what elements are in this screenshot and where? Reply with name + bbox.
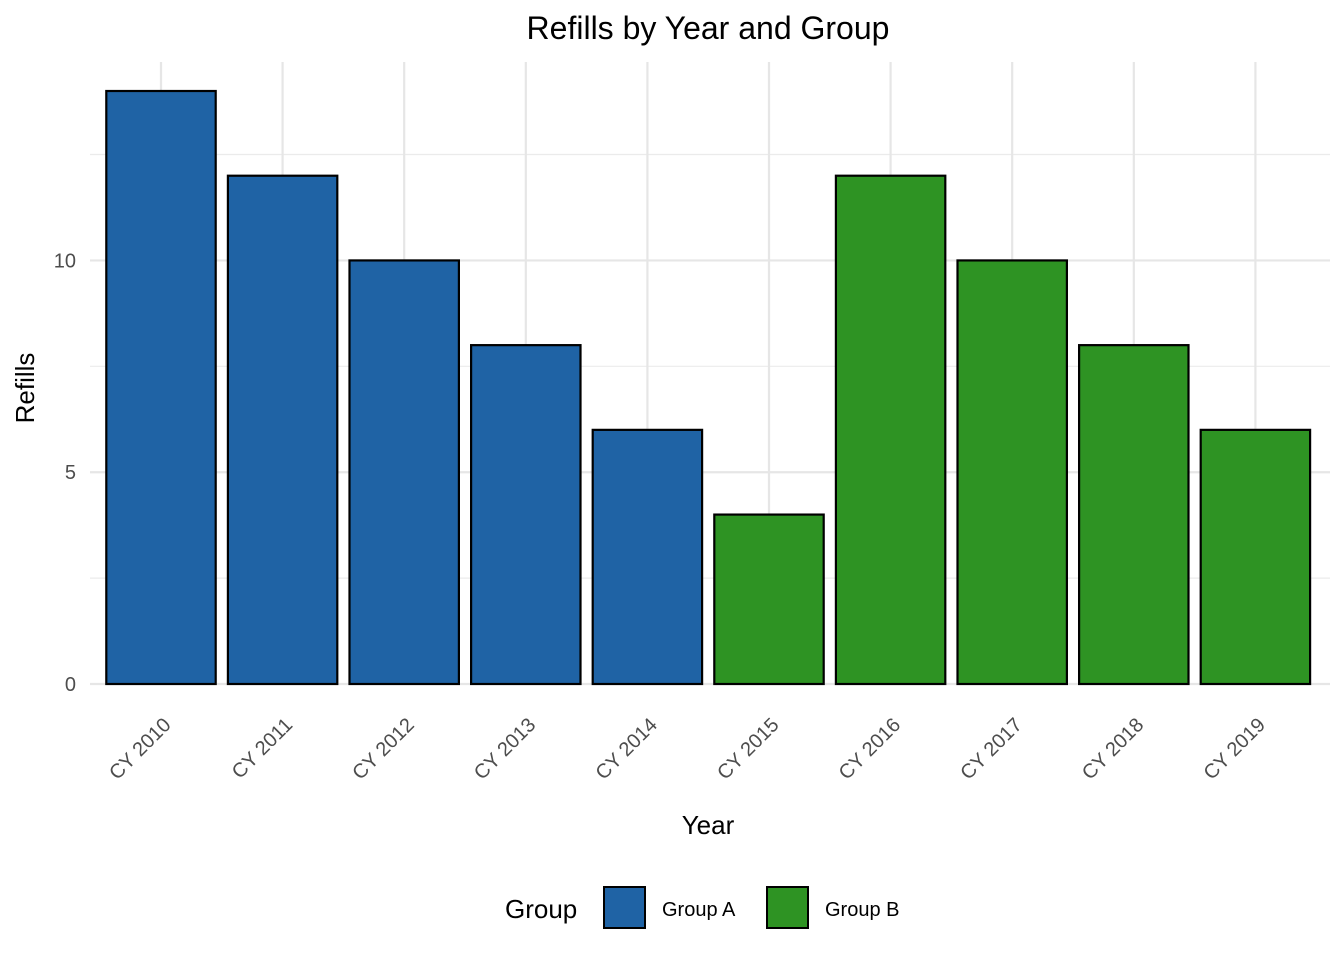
x-tick-label: CY 2016: [835, 714, 905, 784]
y-tick-label: 0: [65, 674, 76, 696]
x-tick-label: CY 2018: [1078, 714, 1148, 784]
y-tick-label: 10: [54, 250, 76, 272]
x-tick-label: CY 2014: [592, 714, 662, 784]
y-tick-labels: 0 5 10: [54, 250, 76, 696]
bar: [226, 174, 339, 686]
legend-label-group-a: Group A: [662, 899, 736, 921]
x-tick-label: CY 2013: [470, 714, 540, 784]
y-tick-label: 5: [65, 462, 76, 484]
bar: [713, 513, 825, 686]
x-tick-label: CY 2011: [228, 714, 297, 783]
x-tick-labels: CY 2010 CY 2011 CY 2012 CY 2013 CY 2014 CY 20…: [105, 714, 1270, 784]
legend-title: Group: [505, 894, 577, 924]
bar: [348, 259, 461, 686]
legend-swatch-group-b: [766, 886, 809, 929]
bars: [105, 89, 1312, 686]
bar: [470, 344, 582, 686]
legend: Group Group A Group B: [505, 886, 899, 929]
bar: [591, 428, 704, 686]
chart-title: Refills by Year and Group: [527, 10, 890, 46]
x-axis-title: Year: [682, 810, 735, 840]
x-tick-label: CY 2010: [105, 714, 175, 784]
bar: [1199, 428, 1312, 686]
legend-label-group-b: Group B: [825, 899, 899, 921]
bar: [1077, 344, 1190, 686]
bar: [105, 89, 217, 686]
y-axis-title: Refills: [10, 353, 40, 424]
x-tick-label: CY 2017: [956, 714, 1026, 784]
x-tick-label: CY 2019: [1200, 714, 1270, 784]
bar: [834, 174, 947, 686]
x-tick-label: CY 2012: [348, 714, 418, 784]
x-tick-label: CY 2015: [713, 714, 783, 784]
bar: [956, 259, 1069, 686]
legend-swatch-group-a: [603, 886, 646, 929]
